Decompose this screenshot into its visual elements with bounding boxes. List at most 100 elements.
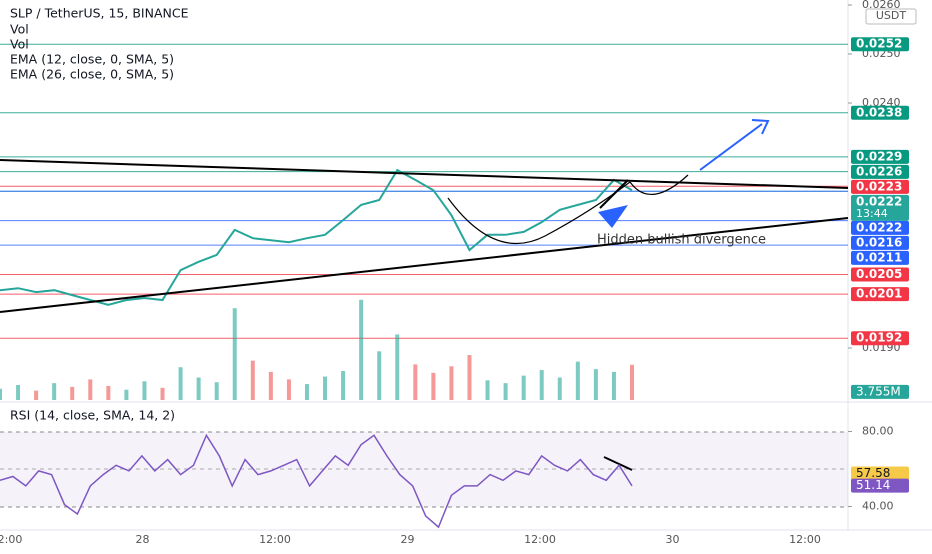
volume-bar	[88, 379, 93, 400]
trendline	[0, 159, 849, 189]
level-box	[851, 267, 909, 282]
legend-line: Vol	[10, 37, 29, 52]
countdown: 13:44	[856, 207, 888, 220]
volume-bar	[503, 383, 508, 400]
volume-bar	[106, 385, 111, 400]
volume-bar	[413, 364, 418, 400]
volume-label: 3.755M	[856, 384, 901, 398]
volume-bar	[124, 389, 129, 400]
arrow	[699, 123, 763, 171]
volume-bar	[178, 367, 183, 400]
volume-bar	[52, 383, 57, 400]
pointer	[598, 205, 628, 228]
title: SLP / TetherUS, 15, BINANCE	[10, 6, 189, 21]
level-box	[851, 287, 909, 302]
divergence-line	[603, 456, 633, 471]
volume-bar	[521, 375, 526, 400]
volume-bar	[232, 308, 237, 400]
x-label: 30	[666, 533, 680, 546]
level-box	[851, 331, 909, 346]
level-label: 0.0205	[856, 267, 902, 281]
level-box	[851, 250, 909, 265]
legend-line: Vol	[10, 22, 29, 37]
y-tick-label: 0.0240	[862, 96, 901, 109]
level-label: 0.0222	[856, 220, 902, 234]
volume-bar	[70, 386, 75, 400]
cup-curve	[447, 181, 631, 244]
rsi-label: 57.58	[856, 466, 890, 480]
level-label: 0.0211	[856, 250, 902, 264]
x-label: 29	[401, 533, 415, 546]
currency-box	[865, 8, 917, 25]
volume-bar	[593, 369, 598, 400]
level-box	[851, 149, 909, 164]
level-label: 0.0201	[856, 287, 902, 301]
volume-bar	[575, 361, 580, 400]
volume-bar	[16, 385, 21, 400]
x-label: 2:00	[0, 533, 22, 546]
volume-bar	[467, 355, 472, 400]
rsi-tick-label: 80.00	[862, 425, 894, 438]
legend-line: EMA (12, close, 0, SMA, 5)	[10, 52, 174, 67]
trendline	[0, 217, 849, 313]
level-box	[851, 194, 909, 209]
arrow-head	[751, 119, 770, 135]
divergence-line	[599, 179, 629, 209]
handle-curve	[629, 174, 689, 196]
volume-bar	[341, 370, 346, 400]
volume-bar	[431, 372, 436, 400]
level-label: 0.0216	[856, 235, 902, 249]
level-label: 0.0226	[856, 164, 902, 178]
level-label: 0.0238	[856, 105, 902, 119]
currency: USDT	[876, 9, 907, 22]
level-box	[851, 164, 909, 179]
volume-bar	[250, 360, 255, 400]
price-line	[0, 168, 633, 306]
x-label: 28	[136, 533, 150, 546]
volume-bar	[34, 390, 39, 400]
level-box	[851, 235, 909, 250]
level-label: 0.0192	[856, 331, 902, 345]
volume-bar	[268, 371, 273, 400]
volume-bar	[196, 377, 201, 400]
volume-bar	[557, 377, 562, 400]
y-tick-label: 0.0260	[862, 0, 901, 11]
volume-bar	[304, 384, 309, 400]
volume-bar	[611, 371, 616, 400]
volume-bar	[160, 387, 165, 400]
rsi-title: RSI (14, close, SMA, 14, 2)	[10, 408, 175, 423]
volume-bar	[449, 366, 454, 400]
rsi-box	[851, 478, 909, 493]
volume-bar	[359, 299, 364, 400]
volume-bar	[377, 351, 382, 400]
volume-bar	[0, 388, 2, 400]
rsi-tick-label: 40.00	[862, 500, 894, 513]
rsi-box	[851, 466, 909, 481]
x-label: 12:00	[259, 533, 291, 546]
rsi-label: 51.14	[856, 478, 890, 492]
level-label: 0.0252	[856, 37, 902, 51]
level-box	[851, 37, 909, 52]
level-label: 0.0223	[856, 179, 902, 193]
volume-bar	[485, 380, 490, 400]
volume-bar	[395, 334, 400, 400]
volume-bar	[142, 381, 147, 400]
level-label: 0.0222	[856, 194, 902, 208]
legend-line: EMA (26, close, 0, SMA, 5)	[10, 67, 174, 82]
countdown-box	[851, 206, 909, 221]
level-box	[851, 105, 909, 120]
level-box	[851, 179, 909, 194]
volume-bar	[214, 382, 219, 400]
rsi-line	[0, 433, 633, 529]
volume-bar	[323, 376, 328, 400]
level-box	[851, 220, 909, 235]
volume-bar	[286, 379, 291, 400]
volume-bar	[630, 364, 634, 400]
x-label: 12:00	[524, 533, 556, 546]
volume-bar	[539, 370, 544, 400]
volume-box	[851, 384, 909, 399]
annotation: Hidden bullish divergence	[597, 233, 766, 248]
x-label: 12:00	[789, 533, 821, 546]
level-label: 0.0229	[856, 149, 902, 163]
